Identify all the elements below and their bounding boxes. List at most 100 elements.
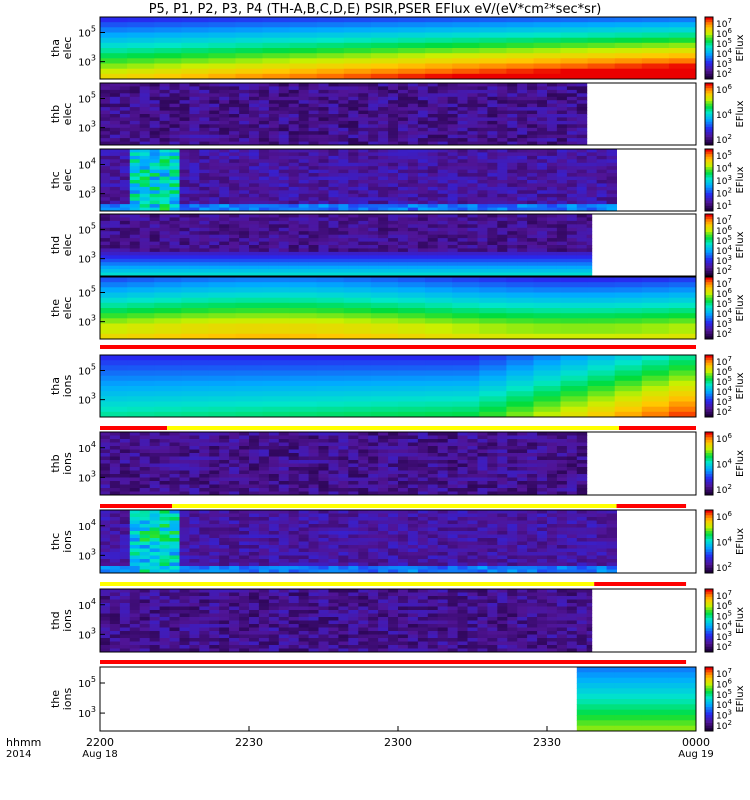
- spectrogram-cell: [348, 117, 359, 122]
- spectrogram-cell: [119, 241, 131, 246]
- spectrogram-cell: [139, 481, 151, 485]
- colorbar-tick-base: 10: [716, 165, 728, 175]
- spectrogram-cell: [527, 155, 538, 160]
- spectrogram-cell: [100, 96, 111, 101]
- spectrogram-cell: [298, 180, 310, 184]
- spectrogram-cell: [398, 180, 409, 184]
- colorbar-tick-label: 102: [716, 483, 732, 496]
- spectrogram-cell: [258, 166, 270, 171]
- spectrogram-cell: [388, 238, 399, 242]
- spectrogram-cell: [159, 190, 170, 195]
- spectrogram-cell: [566, 220, 578, 225]
- spectrogram-cell: [398, 318, 426, 324]
- spectrogram-cell: [467, 193, 478, 198]
- ylabel-line: tha: [49, 39, 62, 57]
- spectrogram-cell: [139, 453, 151, 457]
- spectrogram-cell: [427, 258, 439, 263]
- spectrogram-cell: [348, 100, 359, 105]
- spectrogram-cell: [189, 107, 200, 111]
- spectrogram-cell: [358, 103, 369, 108]
- spectrogram-cell: [527, 477, 538, 482]
- spectrogram-cell: [427, 114, 439, 118]
- spectrogram-cell: [566, 234, 578, 239]
- spectrogram-cell: [614, 401, 643, 408]
- spectrogram-cell: [127, 302, 155, 309]
- spectrogram-cell: [398, 86, 409, 91]
- spectrogram-cell: [249, 491, 260, 496]
- spectrogram-cell: [159, 93, 170, 98]
- spectrogram-cell: [497, 176, 508, 181]
- spectrogram-cell: [169, 96, 180, 101]
- spectrogram-cell: [199, 155, 210, 160]
- spectrogram-cell: [189, 117, 200, 122]
- spectrogram-cell: [298, 238, 310, 242]
- spectrogram-cell: [179, 227, 190, 232]
- spectrogram-cell: [189, 491, 200, 496]
- spectrogram-cell: [586, 262, 593, 267]
- spectrogram-cell: [109, 220, 121, 225]
- spectrogram-cell: [268, 149, 280, 153]
- spectrogram-cell: [417, 124, 429, 129]
- spectrogram-cell: [159, 100, 170, 105]
- spectrogram-cell: [447, 117, 459, 122]
- spectrogram-cell: [560, 17, 589, 23]
- spectrogram-cell: [139, 432, 151, 436]
- spectrogram-cell: [348, 220, 359, 225]
- colorbar-cell: [705, 265, 713, 269]
- spectrogram-cell: [547, 470, 558, 475]
- spectrogram-cell: [288, 207, 300, 212]
- spectrogram-cell: [517, 231, 528, 236]
- spectrogram-cell: [199, 555, 210, 560]
- spectrogram-cell: [507, 207, 518, 212]
- spectrogram-cell: [219, 460, 230, 464]
- spectrogram-cell: [487, 83, 498, 87]
- spectrogram-cell: [425, 401, 453, 408]
- spectrogram-cell: [189, 227, 200, 232]
- spectrogram-cell: [497, 245, 508, 249]
- spectrogram-cell: [318, 155, 329, 160]
- spectrogram-cell: [239, 269, 250, 273]
- spectrogram-cell: [427, 176, 439, 181]
- colorbar-cell: [705, 35, 713, 39]
- spectrogram-cell: [425, 282, 453, 288]
- spectrogram-cell: [239, 477, 250, 482]
- spectrogram-cell: [370, 17, 399, 23]
- spectrogram-cell: [109, 531, 121, 535]
- spectrogram-cell: [159, 86, 170, 91]
- spectrogram-cell: [457, 255, 468, 260]
- spectrogram-cell: [477, 89, 488, 94]
- spectrogram-cell: [229, 258, 240, 263]
- spectrogram-cell: [149, 531, 161, 535]
- spectrogram-cell: [109, 103, 121, 108]
- spectrogram-cell: [368, 439, 379, 443]
- spectrogram-cell: [388, 248, 399, 253]
- spectrogram-cell: [417, 224, 429, 229]
- spectrogram-cell: [169, 207, 180, 212]
- spectrogram-cell: [308, 100, 319, 105]
- spectrogram-cell: [517, 176, 528, 181]
- spectrogram-cell: [149, 149, 161, 153]
- spectrogram-cell: [154, 297, 182, 304]
- spectrogram-cell: [249, 169, 260, 174]
- spectrogram-cell: [417, 169, 429, 174]
- spectrogram-cell: [208, 302, 236, 309]
- spectrogram-cell: [398, 207, 409, 212]
- spectrogram-cell: [249, 481, 260, 485]
- colorbar-cell: [705, 318, 713, 322]
- spectrogram-cell: [358, 117, 369, 122]
- spectrogram-cell: [129, 484, 141, 489]
- spectrogram-cell: [119, 96, 131, 101]
- spectrogram-cell: [467, 245, 478, 249]
- spectrogram-cell: [437, 93, 449, 98]
- spectrogram-cell: [338, 131, 349, 136]
- spectrogram-cell: [467, 231, 478, 236]
- spectrogram-cell: [517, 93, 528, 98]
- spectrogram-cell: [370, 365, 399, 371]
- spectrogram-cell: [447, 439, 459, 443]
- spectrogram-cell: [100, 313, 128, 319]
- spectrogram-cell: [179, 204, 190, 208]
- spectrogram-cell: [109, 488, 121, 492]
- colorbar-cell: [705, 139, 713, 143]
- spectrogram-cell: [179, 134, 190, 139]
